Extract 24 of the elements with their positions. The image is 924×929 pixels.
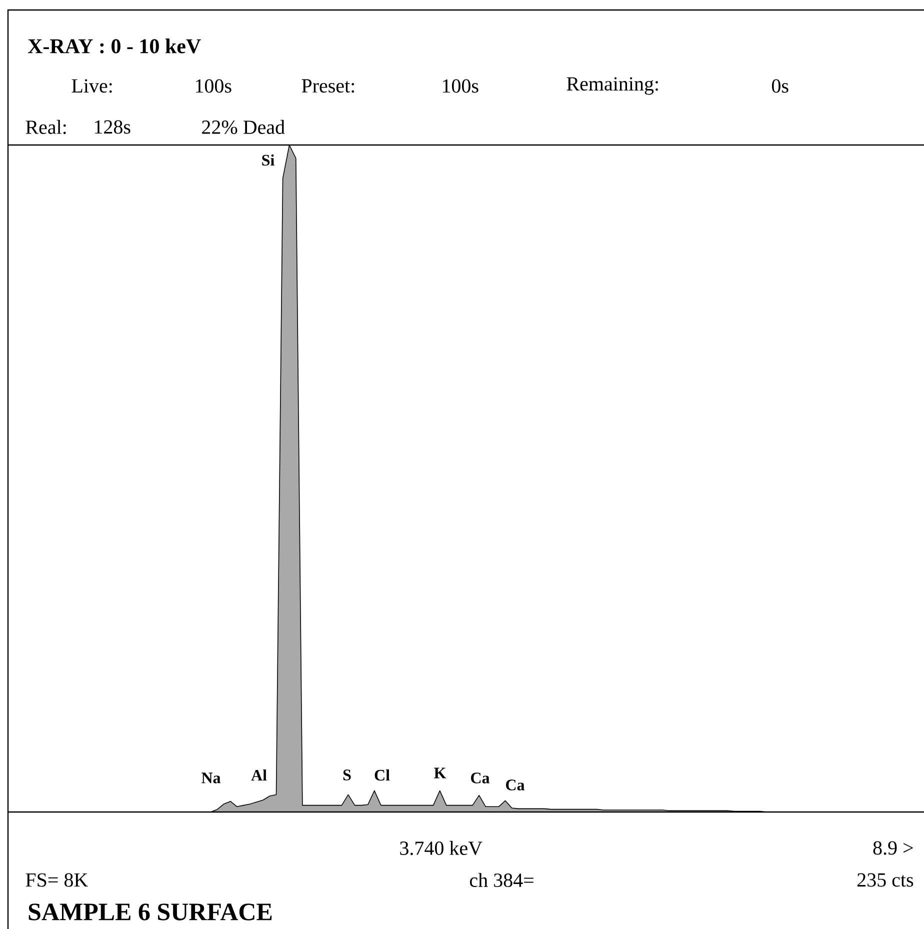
text: 0s	[772, 79, 788, 93]
text: Live:	[72, 79, 112, 93]
text: 3.740 keV	[400, 840, 482, 856]
annotation: Na	[202, 772, 221, 784]
annotation: K	[434, 768, 446, 778]
text: SAMPLE 6 SURFACE	[28, 904, 272, 920]
text: 22% Dead	[202, 120, 285, 134]
annotation: Ca	[506, 780, 525, 790]
annotation: Ca	[471, 772, 490, 784]
text: Preset:	[302, 79, 354, 93]
annotation: Si	[262, 154, 274, 166]
text: Real:	[26, 120, 66, 134]
annotation: Al	[251, 769, 267, 781]
text: 100s	[196, 79, 232, 93]
text: 8.9 >	[873, 841, 913, 855]
chart-title: X-RAY : 0 - 10 keV	[28, 38, 201, 54]
text: 128s	[94, 120, 130, 134]
text: ch 384=	[470, 872, 534, 888]
text: 100s	[442, 79, 478, 93]
text: Remaining:	[566, 77, 658, 95]
annotation: Cl	[374, 769, 390, 781]
text: FS= 8K	[26, 873, 88, 887]
text: 235 cts	[857, 873, 914, 887]
annotation: S	[343, 770, 351, 780]
